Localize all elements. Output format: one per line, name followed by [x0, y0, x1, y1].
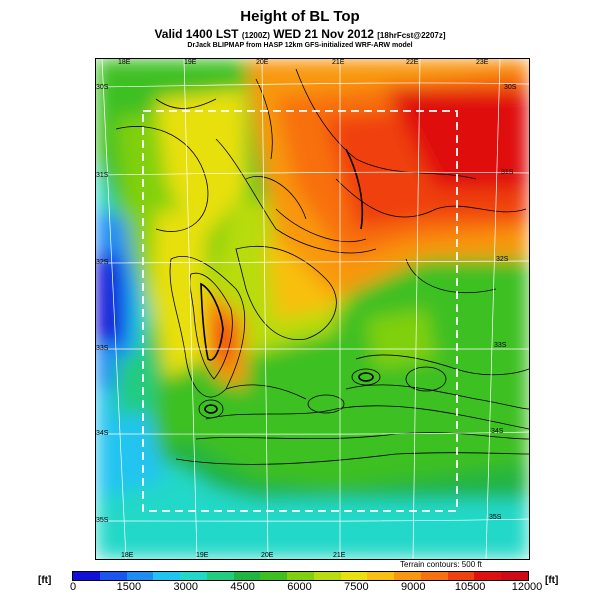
terrain-contours [115, 68, 529, 465]
lat-label-left: 33S [96, 345, 109, 352]
colorbar-tick-label: 7500 [344, 581, 369, 593]
colorbar-tick-label: 3000 [173, 581, 198, 593]
model-credit: DrJack BLIPMAP from HASP 12km GFS-initia… [187, 42, 413, 49]
lat-label-right: 30S [504, 84, 517, 91]
colorbar-tick-label: 12000 [511, 581, 543, 593]
lat-label-right: 34S [491, 428, 504, 435]
colorbar-swatch [99, 572, 127, 580]
colorbar-swatch [73, 572, 100, 580]
lon-label-bottom: 20E [261, 552, 274, 559]
bl-top-map: 18E 19E 20E 21E 22E 23E 18E 19E 20E 21E … [95, 58, 530, 560]
map-title: Height of BL Top [240, 8, 360, 25]
colorbar-tick-label: 4500 [230, 581, 255, 593]
terrain-contour-note: Terrain contours: 500 ft [400, 560, 482, 569]
lon-label-top: 23E [476, 59, 489, 66]
bl-height-field [96, 59, 529, 559]
lat-label-right: 31S [501, 169, 514, 176]
colorbar-swatch [233, 572, 261, 580]
lon-label-top: 22E [406, 59, 419, 66]
colorbar-tick-label: 9000 [401, 581, 426, 593]
lat-label-left: 32S [96, 259, 109, 266]
colorbar-swatch [206, 572, 234, 580]
colorbar-swatch [180, 572, 207, 580]
lat-label-right: 35S [489, 514, 502, 521]
colorbar-tick-label: 10500 [454, 581, 486, 593]
valid-date: WED 21 Nov 2012 [273, 27, 374, 41]
colorbar-swatch [367, 572, 395, 580]
lon-label-top: 20E [256, 59, 269, 66]
colorbar-swatch [447, 572, 475, 580]
lon-label-top: 19E [184, 59, 197, 66]
colorbar-swatch [313, 572, 341, 580]
lat-label-right: 33S [494, 342, 507, 349]
lat-label-left: 34S [96, 430, 109, 437]
colorbar-swatch [340, 572, 368, 580]
lon-label-bottom: 21E [333, 552, 346, 559]
map-field [96, 59, 529, 559]
lat-label-left: 35S [96, 517, 109, 524]
colorbar-swatch [260, 572, 288, 580]
forecast-info: [18hrFcst@2207z] [377, 31, 446, 40]
colorbar-tick-label: 6000 [287, 581, 312, 593]
colorbar-unit-left: [ft] [38, 575, 52, 586]
colorbar-swatch [394, 572, 421, 580]
inner-domain-box [142, 110, 458, 512]
colorbar-unit-right: [ft] [545, 575, 559, 586]
lon-label-top: 18E [118, 59, 131, 66]
colorbar-tick-label: 1500 [116, 581, 142, 593]
valid-time: Valid 1400 LST [154, 27, 239, 41]
graticule [96, 59, 529, 559]
colorbar-swatch [126, 572, 154, 580]
lat-label-right: 32S [496, 256, 509, 263]
colorbar-swatch [287, 572, 314, 580]
lat-label-left: 31S [96, 172, 109, 179]
utc-time: (1200Z) [241, 31, 270, 40]
colorbar-swatch [474, 572, 502, 580]
colorbar-swatch [501, 572, 529, 580]
lat-label-left: 30S [96, 84, 109, 91]
colorbar-swatch [420, 572, 448, 580]
lon-label-top: 21E [332, 59, 345, 66]
map-subtitle: Valid 1400 LST (1200Z) WED 21 Nov 2012 [… [0, 27, 600, 41]
colorbar [72, 571, 529, 581]
colorbar-tick-label: 0 [70, 581, 77, 593]
lon-label-bottom: 18E [121, 552, 134, 559]
colorbar-swatch [153, 572, 181, 580]
lon-label-bottom: 19E [196, 552, 209, 559]
